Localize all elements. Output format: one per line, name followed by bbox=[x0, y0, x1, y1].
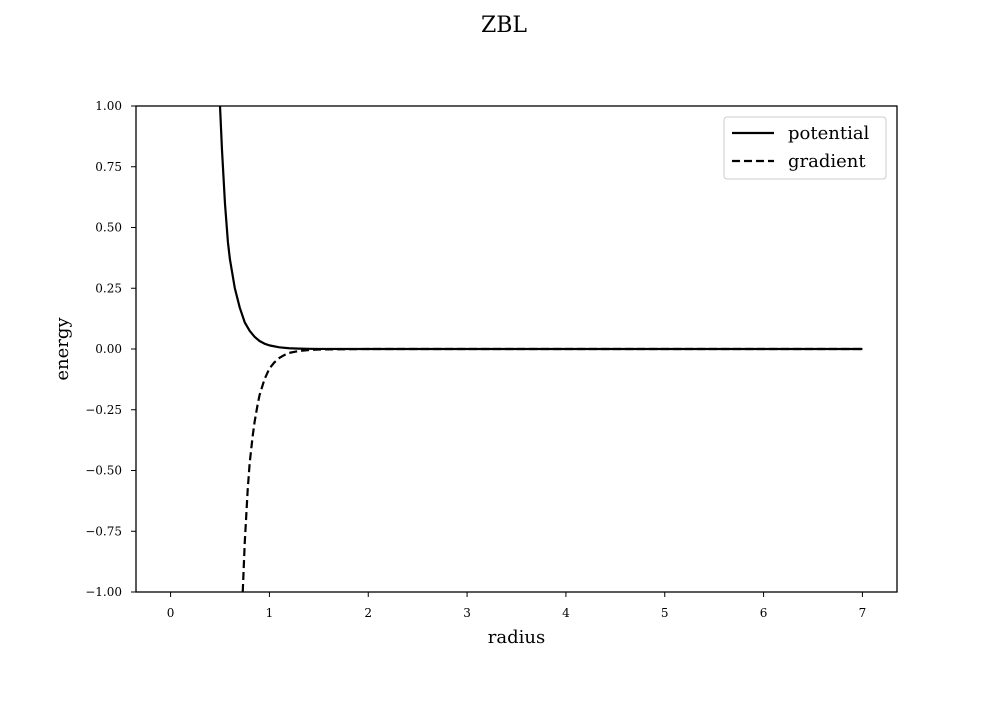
y-tick-label: 0.00 bbox=[95, 342, 122, 356]
chart-title: ZBL bbox=[481, 13, 527, 38]
x-tick-label: 0 bbox=[167, 606, 175, 620]
x-tick-label: 6 bbox=[760, 606, 768, 620]
x-tick-label: 4 bbox=[562, 606, 570, 620]
x-tick-label: 3 bbox=[463, 606, 471, 620]
series-line-gradient bbox=[241, 347, 863, 593]
x-tick-label: 2 bbox=[364, 606, 372, 620]
y-tick-label: 0.50 bbox=[95, 221, 122, 235]
y-tick-label: 0.75 bbox=[95, 160, 122, 174]
x-axis-ticks: 0 1 2 3 4 5 6 7 bbox=[167, 592, 866, 620]
x-tick-label: 1 bbox=[266, 606, 274, 620]
y-tick-label: −0.50 bbox=[85, 464, 122, 478]
y-tick-label: 1.00 bbox=[95, 99, 122, 113]
y-tick-label: 0.25 bbox=[95, 281, 122, 295]
y-tick-label: −1.00 bbox=[85, 585, 122, 599]
x-tick-label: 7 bbox=[859, 606, 867, 620]
y-tick-label: −0.75 bbox=[85, 524, 122, 538]
legend: potential gradient bbox=[723, 116, 887, 180]
y-axis-label: energy bbox=[52, 317, 73, 381]
x-tick-label: 5 bbox=[661, 606, 669, 620]
y-axis-ticks: −1.00 −0.75 −0.50 −0.25 0.00 0.25 0.50 0.75 1.00 bbox=[85, 99, 136, 599]
legend-label-gradient: gradient bbox=[788, 151, 866, 172]
series-lines bbox=[218, 105, 863, 593]
y-tick-label: −0.25 bbox=[85, 403, 122, 417]
x-axis-label: radius bbox=[488, 627, 545, 648]
legend-label-potential: potential bbox=[788, 123, 870, 144]
